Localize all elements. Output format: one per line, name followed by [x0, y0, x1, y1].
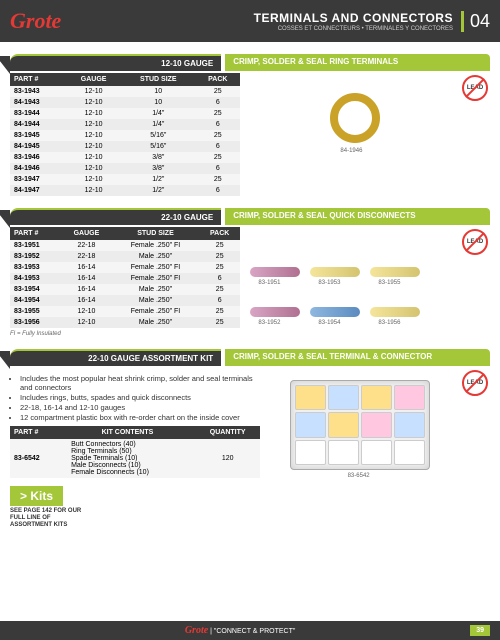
column-header: PACK — [199, 227, 240, 240]
page-number: 39 — [470, 625, 490, 636]
footer-tagline: "CONNECT & PROTECT" — [214, 628, 295, 635]
product-label: 83-1952 — [258, 320, 280, 326]
page-footer: Grote | "CONNECT & PROTECT" 39 — [0, 621, 500, 640]
product-image — [330, 93, 380, 143]
bullet-item: Includes rings, butts, spades and quick … — [20, 393, 260, 402]
table-row: 84-195316-14Female .250" FI6 — [10, 273, 240, 284]
gauge-header: 22-10 GAUGE ASSORTMENT KIT — [10, 349, 221, 366]
category-header: CRIMP, SOLDER & SEAL RING TERMINALS — [225, 54, 490, 71]
table-row: 83-194412-101/4"25 — [10, 108, 240, 119]
product-image — [310, 307, 360, 317]
section-assortment-kit: 22-10 GAUGE ASSORTMENT KIT CRIMP, SOLDER… — [10, 349, 490, 530]
category-header: CRIMP, SOLDER & SEAL QUICK DISCONNECTS — [225, 208, 490, 225]
table-row: 83-195122-18Female .250" FI25 — [10, 240, 240, 251]
column-header: GAUGE — [66, 73, 122, 86]
column-header: PART # — [10, 73, 66, 86]
table-row: 84-194612-103/8"6 — [10, 163, 240, 174]
table-row: 83-194312-101025 — [10, 86, 240, 97]
product-image — [250, 267, 300, 277]
header-title: TERMINALS AND CONNECTORS — [254, 11, 453, 25]
lead-free-icon: LEAD — [462, 229, 488, 255]
bullet-item: 22-18, 16-14 and 12-10 gauges — [20, 403, 260, 412]
table-row: 84-194712-101/2"6 — [10, 185, 240, 196]
product-label: 83-1951 — [258, 280, 280, 286]
page-header: Grote TERMINALS AND CONNECTORS COSSES ET… — [0, 0, 500, 42]
table-assortment-kit: PART #KIT CONTENTSQUANTITY 83-6542Butt C… — [10, 426, 260, 478]
bullet-item: 12 compartment plastic box with re-order… — [20, 413, 260, 422]
table-row: 83-195316-14Female .250" FI25 — [10, 262, 240, 273]
column-header: STUD SIZE — [121, 73, 195, 86]
product-label: 83-1956 — [378, 320, 400, 326]
table-row: 84-194312-10106 — [10, 97, 240, 108]
table-row: 83-195612-10Male .250"25 — [10, 317, 240, 328]
section-quick-disconnects: 22-10 GAUGE CRIMP, SOLDER & SEAL QUICK D… — [10, 208, 490, 337]
product-label: 83-6542 — [348, 473, 370, 479]
table-row: 83-194612-103/8"25 — [10, 152, 240, 163]
kits-tag: > Kits — [10, 486, 63, 506]
table-note: FI = Fully Insulated — [10, 331, 240, 337]
lead-free-icon: LEAD — [462, 370, 488, 396]
table-row: 83-194712-101/2"25 — [10, 174, 240, 185]
kits-note: SEE PAGE 142 FOR OUR FULL LINE OF ASSORT… — [10, 508, 90, 530]
table-row: 83-195512-10Female .250" FI25 — [10, 306, 240, 317]
footer-brand: Grote — [185, 625, 208, 636]
product-label: 84-1946 — [340, 148, 362, 154]
lead-free-icon: LEAD — [462, 75, 488, 101]
column-header: STUD SIZE — [112, 227, 199, 240]
table-row: 84-195416-14Male .250"6 — [10, 295, 240, 306]
gauge-header: 22-10 GAUGE — [10, 208, 221, 225]
gauge-header: 12-10 GAUGE — [10, 54, 221, 71]
column-header: PART # — [10, 227, 61, 240]
kit-box-image — [290, 380, 430, 470]
product-image — [250, 307, 300, 317]
feature-bullets: Includes the most popular heat shrink cr… — [10, 374, 260, 422]
bullet-item: Includes the most popular heat shrink cr… — [20, 374, 260, 392]
product-image — [370, 307, 420, 317]
table-row: 84-194412-101/4"6 — [10, 119, 240, 130]
column-header: KIT CONTENTS — [59, 426, 196, 439]
table-row: 83-195416-14Male .250"25 — [10, 284, 240, 295]
column-header: GAUGE — [61, 227, 112, 240]
product-label: 83-1955 — [378, 280, 400, 286]
product-image — [370, 267, 420, 277]
table-row: 83-194512-105/16"25 — [10, 130, 240, 141]
column-header: QUANTITY — [196, 426, 260, 439]
column-header: PART # — [10, 426, 59, 439]
column-header: PACK — [195, 73, 240, 86]
category-header: CRIMP, SOLDER & SEAL TERMINAL & CONNECTO… — [225, 349, 490, 366]
table-row: 84-194512-105/16"6 — [10, 141, 240, 152]
table-ring-terminals: PART #GAUGESTUD SIZEPACK 83-194312-10102… — [10, 73, 240, 196]
table-row: 83-195222-18Male .250"25 — [10, 251, 240, 262]
logo: Grote — [10, 8, 61, 34]
product-image — [310, 267, 360, 277]
table-row: 83-6542Butt Connectors (40)Ring Terminal… — [10, 439, 260, 478]
section-number: 04 — [461, 11, 490, 32]
section-ring-terminals: 12-10 GAUGE CRIMP, SOLDER & SEAL RING TE… — [10, 54, 490, 196]
table-quick-disconnects: PART #GAUGESTUD SIZEPACK 83-195122-18Fem… — [10, 227, 240, 328]
product-label: 83-1953 — [318, 280, 340, 286]
header-subtitle: COSSES ET CONNECTEURS • TERMINALES Y CON… — [254, 26, 453, 32]
product-label: 83-1954 — [318, 320, 340, 326]
